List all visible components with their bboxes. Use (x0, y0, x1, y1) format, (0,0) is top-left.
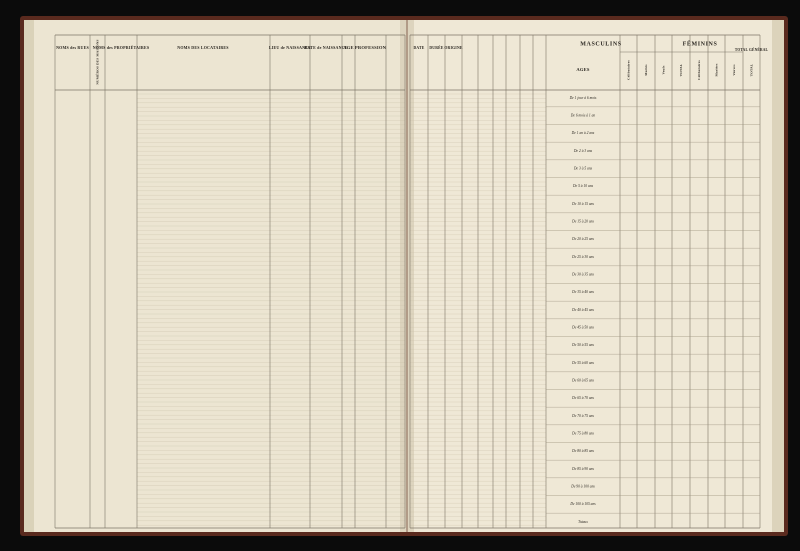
age-row-label: De 70 à 75 ans (571, 414, 594, 418)
sub-header: Veufs (661, 65, 665, 74)
column-header: NOMS des RUES (56, 45, 89, 50)
age-row-label: De 100 à 105 ans (569, 502, 596, 506)
sub-header: Célibataires (626, 60, 630, 80)
column-header: ORIGINE (444, 46, 463, 50)
column-header: AGES (576, 67, 590, 72)
age-row-label: De 10 à 15 ans (571, 202, 594, 206)
age-row-label: De 90 à 100 ans (570, 484, 595, 488)
age-row-label: De 35 à 40 ans (571, 290, 594, 294)
age-row-label: De 75 à 80 ans (571, 431, 594, 435)
gutter (400, 20, 414, 532)
column-header: DATE de NAISSANCE (304, 45, 347, 50)
age-row-label: De 50 à 55 ans (571, 343, 594, 347)
page-edge (772, 20, 784, 532)
age-row-label: De 1 jour à 6 mois (569, 96, 597, 100)
age-row-label: De 40 à 45 ans (571, 308, 594, 312)
age-row-label: De 2 à 3 ans (573, 149, 593, 153)
age-row-label: De 3 à 5 ans (573, 166, 593, 170)
sub-header: Célibataires (697, 60, 701, 80)
column-header: NOMS DES LOCATAIRES (177, 45, 229, 50)
age-row-label: De 65 à 70 ans (571, 396, 594, 400)
column-header: PROFESSION (355, 45, 387, 50)
sub-header: TOTAL (679, 63, 683, 76)
age-row-label: Totaux (578, 520, 588, 524)
sub-header: Veuves (732, 64, 736, 76)
left-page (24, 20, 406, 532)
column-header: LIEU de NAISSANCE (269, 45, 311, 50)
age-row-label: De 6 mois à 1 an (570, 113, 596, 117)
age-row-label: De 60 à 65 ans (571, 378, 594, 382)
age-row-label: De 5 à 10 ans (572, 184, 594, 188)
age-row-label: De 1 an à 2 ans (571, 131, 595, 135)
sub-header: Mariés (644, 64, 648, 76)
age-row-label: De 25 à 30 ans (571, 255, 594, 259)
age-row-label: De 55 à 60 ans (571, 361, 594, 365)
age-row-label: De 45 à 50 ans (571, 325, 594, 329)
right-page (408, 20, 784, 532)
age-row-label: De 20 à 25 ans (571, 237, 594, 241)
group-header: MASCULINS (580, 41, 621, 47)
column-header: AGE (343, 45, 354, 50)
column-header: DATE (413, 46, 424, 50)
column-header: DURÉE (429, 45, 444, 50)
column-header: NOMS des PROPRIÉTAIRES (93, 45, 150, 50)
column-header: NUMÉROS DES MAISONS (94, 39, 99, 84)
age-row-label: De 80 à 85 ans (571, 449, 594, 453)
age-row-label: De 30 à 35 ans (571, 272, 594, 276)
sub-header: Mariées (714, 63, 718, 77)
group-header: FÉMININS (683, 39, 718, 47)
page-edge (24, 20, 34, 532)
age-row-label: De 85 à 90 ans (571, 467, 594, 471)
age-row-label: De 15 à 20 ans (571, 219, 594, 223)
column-header: TOTAL GÉNÉRAL (735, 47, 769, 52)
sub-header: TOTAL (749, 63, 753, 76)
